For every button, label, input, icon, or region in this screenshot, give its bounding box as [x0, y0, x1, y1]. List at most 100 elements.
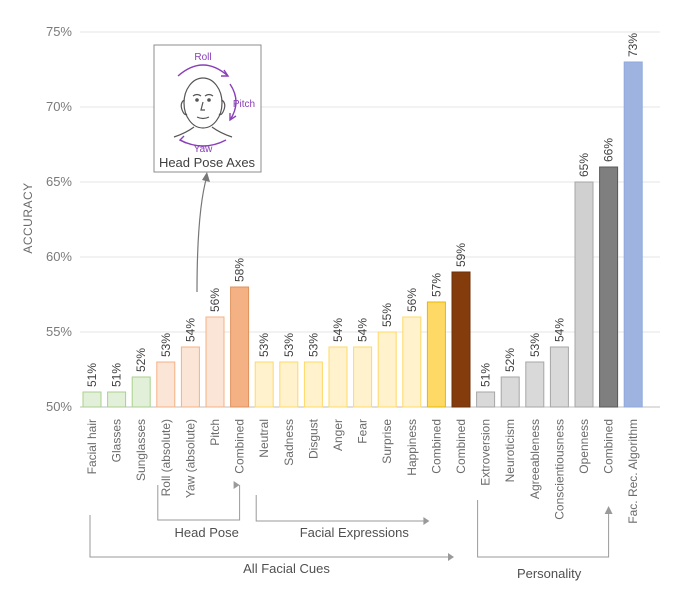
- bar: [599, 166, 619, 408]
- data-label: 54%: [183, 318, 197, 342]
- bar: [279, 361, 299, 408]
- bar: [328, 346, 348, 408]
- inset-pointer-arrow: [196, 175, 208, 293]
- x-tick-label: Combined: [602, 419, 616, 474]
- rotation-arrows: [177, 64, 237, 147]
- bar: [156, 361, 176, 408]
- bar: [549, 346, 569, 408]
- x-tick-label: Anger: [331, 419, 345, 451]
- x-tick-label: Pitch: [208, 419, 222, 446]
- inset-frame: [153, 44, 262, 173]
- data-label: 54%: [552, 318, 566, 342]
- x-tick-label: Glasses: [110, 419, 124, 462]
- head-pose-inset: Roll Pitch Yaw Head Pose Axes: [153, 44, 262, 173]
- data-label: 53%: [257, 333, 271, 357]
- data-label: 55%: [380, 303, 394, 327]
- inset-title: Head Pose Axes: [159, 155, 256, 170]
- x-tick-label: Sadness: [282, 419, 296, 466]
- bracket-head-pose: [157, 485, 241, 521]
- data-label: 51%: [85, 363, 99, 387]
- inset-yaw-label: Yaw: [194, 144, 213, 155]
- bar: [623, 61, 643, 408]
- bar: [500, 376, 520, 408]
- x-tick-label: Roll (absolute): [159, 419, 173, 496]
- y-axis: 50% 55% 60% 65% 70% 75%: [46, 24, 72, 414]
- data-label: 59%: [454, 243, 468, 267]
- y-tick-label: 70%: [46, 99, 72, 114]
- x-tick-label: Agreeableness: [528, 419, 542, 499]
- x-tick-label: Fear: [356, 419, 370, 444]
- x-tick-label: Neutral: [257, 419, 271, 458]
- bar: [402, 316, 422, 408]
- group-brackets: [89, 481, 613, 561]
- y-tick-label: 60%: [46, 249, 72, 264]
- bars: [82, 61, 643, 408]
- x-tick-label: Surprise: [380, 419, 394, 464]
- bar: [451, 271, 471, 408]
- x-tick-label: Disgust: [306, 418, 320, 459]
- data-label: 53%: [306, 333, 320, 357]
- data-label: 53%: [282, 333, 296, 357]
- y-axis-label: ACCURACY: [21, 182, 35, 253]
- x-tick-label: Combined: [454, 419, 468, 474]
- data-label: 51%: [110, 363, 124, 387]
- bar: [426, 301, 446, 408]
- bracket-all-facial-cues-arrow: [448, 553, 454, 561]
- group-label-personality: Personality: [517, 566, 582, 581]
- category-labels: Facial hair Glasses Sunglasses Roll (absolu…: [85, 418, 640, 523]
- value-labels: 51% 51% 52% 53% 54% 56% 58% 53% 53% 53% 54% 54% 55% 5…: [85, 33, 640, 387]
- group-label-head-pose: Head Pose: [175, 525, 239, 540]
- bracket-facial-expressions: [255, 495, 427, 522]
- group-label-all-facial-cues: All Facial Cues: [243, 561, 330, 576]
- inset-roll-label: Roll: [194, 52, 211, 63]
- bar: [205, 316, 225, 408]
- inset-pointer-arrowhead: [202, 172, 210, 182]
- x-tick-label: Sunglasses: [134, 419, 148, 481]
- y-tick-label: 65%: [46, 174, 72, 189]
- group-label-facial-expressions: Facial Expressions: [300, 525, 410, 540]
- bracket-facial-expressions-arrow: [423, 517, 430, 525]
- bar: [131, 376, 151, 408]
- x-tick-label: Conscientiousness: [552, 419, 566, 520]
- data-label: 53%: [159, 333, 173, 357]
- bar: [525, 361, 545, 408]
- inset-pitch-label: Pitch: [233, 99, 255, 110]
- head-outline-icon: [173, 77, 233, 138]
- x-tick-label: Neuroticism: [503, 419, 517, 482]
- data-label: 54%: [356, 318, 370, 342]
- bar: [377, 331, 397, 408]
- bar: [303, 361, 323, 408]
- bar: [82, 391, 102, 408]
- bar: [230, 286, 250, 408]
- data-label: 51%: [479, 363, 493, 387]
- x-tick-label: Combined: [429, 419, 443, 474]
- bar: [180, 346, 200, 408]
- data-label: 52%: [503, 348, 517, 372]
- data-label: 56%: [405, 288, 419, 312]
- bracket-personality-arrow: [604, 506, 613, 514]
- x-tick-label: Fac. Rec. Algorithm: [626, 419, 640, 524]
- data-label: 57%: [429, 273, 443, 297]
- x-tick-label: Combined: [233, 419, 247, 474]
- y-tick-label: 55%: [46, 324, 72, 339]
- bar: [107, 391, 127, 408]
- data-label: 66%: [602, 138, 616, 162]
- bracket-all-facial-cues: [89, 515, 451, 558]
- bar: [353, 346, 373, 408]
- data-label: 54%: [331, 318, 345, 342]
- x-tick-label: Happiness: [405, 419, 419, 476]
- bar: [476, 391, 496, 408]
- bar: [574, 181, 594, 408]
- x-tick-label: Yaw (absolute): [183, 419, 197, 498]
- data-label: 52%: [134, 348, 148, 372]
- data-label: 65%: [577, 153, 591, 177]
- data-label: 53%: [528, 333, 542, 357]
- bar: [254, 361, 274, 408]
- y-tick-label: 50%: [46, 399, 72, 414]
- x-tick-label: Openness: [577, 419, 591, 474]
- bracket-head-pose-arrow: [233, 481, 240, 489]
- x-tick-label: Facial hair: [85, 419, 99, 474]
- data-label: 56%: [208, 288, 222, 312]
- bracket-personality: [477, 500, 610, 558]
- y-tick-label: 75%: [46, 24, 72, 39]
